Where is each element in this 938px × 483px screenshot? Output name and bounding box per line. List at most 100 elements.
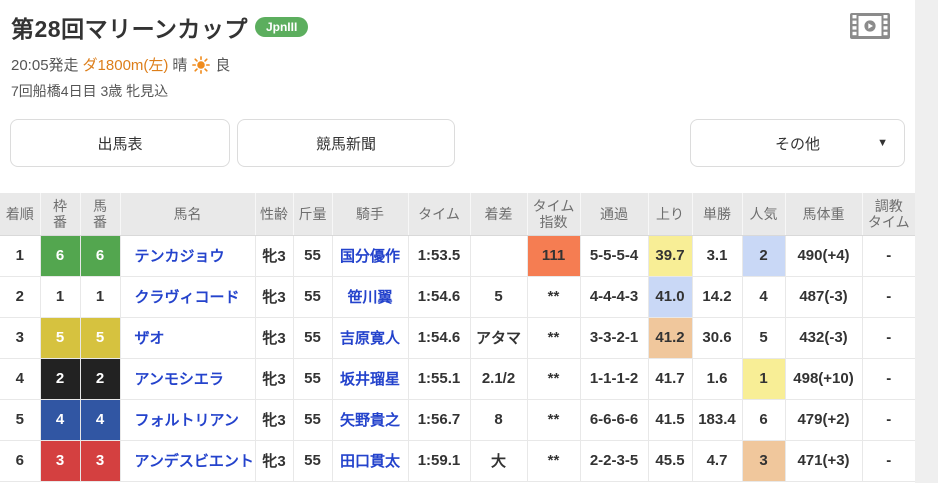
table-row: 1 6 6 テンカジョウ 牝3 55 国分優作 1:53.5 111 5-5-5-4 39.7 3.1… bbox=[0, 235, 915, 277]
jockey-link[interactable]: 笹川翼 bbox=[347, 289, 393, 306]
margin-cell: 5 bbox=[470, 276, 528, 318]
table-row: 5 4 4 フォルトリアン 牝3 55 矢野貴之 1:56.7 8 ** 6-6-6-6 41.5 18… bbox=[0, 399, 915, 441]
training-time-cell: - bbox=[862, 317, 915, 359]
frame-number-cell: 6 bbox=[40, 235, 81, 277]
horse-weight-cell: 479(+2) bbox=[785, 399, 863, 441]
sex-age-cell: 牝3 bbox=[255, 358, 294, 400]
rank-cell: 5 bbox=[0, 399, 41, 441]
race-result-table: 着順枠 番馬 番馬名 性齢 斤量 騎手 タイム 着差 タイム 指数 通過 上り 単勝 人気 馬体重 調教… bbox=[0, 193, 915, 482]
horse-name-link[interactable]: クラヴィコード bbox=[134, 289, 240, 306]
rank-cell: 1 bbox=[0, 235, 41, 277]
favorite-rank-cell: 6 bbox=[742, 399, 786, 441]
carried-weight-cell: 55 bbox=[293, 317, 333, 359]
last-3f-cell: 41.0 bbox=[648, 276, 693, 318]
favorite-rank-cell: 2 bbox=[742, 235, 786, 277]
time-cell: 1:56.7 bbox=[408, 399, 471, 441]
jockey-link[interactable]: 矢野貴之 bbox=[339, 412, 400, 429]
horse-name-link[interactable]: アンモシエラ bbox=[134, 371, 224, 388]
time-cell: 1:54.6 bbox=[408, 317, 471, 359]
horse-weight-cell: 471(+3) bbox=[785, 440, 863, 482]
frame-number-cell: 2 bbox=[40, 358, 81, 400]
carried-weight-cell: 55 bbox=[293, 358, 333, 400]
time-cell: 1:54.6 bbox=[408, 276, 471, 318]
last-3f-cell: 41.7 bbox=[648, 358, 693, 400]
jockey-link[interactable]: 坂井瑠星 bbox=[339, 371, 400, 388]
column-header-3: 馬名 bbox=[120, 193, 256, 236]
grade-badge: JpnIII bbox=[254, 17, 309, 37]
last-3f-cell: 41.2 bbox=[648, 317, 693, 359]
last-3f-cell: 39.7 bbox=[648, 235, 693, 277]
win-odds-cell: 4.7 bbox=[692, 440, 743, 482]
time-index-cell: ** bbox=[527, 399, 581, 441]
time-cell: 1:55.1 bbox=[408, 358, 471, 400]
favorite-rank-cell: 3 bbox=[742, 440, 786, 482]
column-header-6: 騎手 bbox=[332, 193, 409, 236]
other-dropdown[interactable]: その他 ▼ bbox=[690, 119, 905, 167]
horse-name-cell: クラヴィコード bbox=[120, 276, 256, 318]
rank-cell: 6 bbox=[0, 440, 41, 482]
column-header-12: 単勝 bbox=[692, 193, 743, 236]
page-title: 第28回マリーンカップ bbox=[11, 16, 248, 42]
table-row: 6 3 3 アンデスビエント 牝3 55 田口貫太 1:59.1 大 ** 2-2-3-5 45.5 4… bbox=[0, 440, 915, 482]
horse-name-link[interactable]: フォルトリアン bbox=[134, 412, 239, 429]
start-time-label: 20:05発走 bbox=[11, 57, 79, 74]
carried-weight-cell: 55 bbox=[293, 235, 333, 277]
meeting-info: 7回船橋4日目 3歳 牝見込 bbox=[11, 83, 169, 99]
table-header-row: 着順枠 番馬 番馬名 性齢 斤量 騎手 タイム 着差 タイム 指数 通過 上り 単勝 人気 馬体重 調教… bbox=[0, 193, 915, 236]
time-index-cell: 111 bbox=[527, 235, 581, 277]
margin-cell: 2.1/2 bbox=[470, 358, 528, 400]
favorite-rank-cell: 4 bbox=[742, 276, 786, 318]
jockey-link[interactable]: 国分優作 bbox=[339, 248, 400, 265]
horse-weight-cell: 432(-3) bbox=[785, 317, 863, 359]
sex-age-cell: 牝3 bbox=[255, 317, 294, 359]
last-3f-cell: 45.5 bbox=[648, 440, 693, 482]
time-cell: 1:53.5 bbox=[408, 235, 471, 277]
horse-name-link[interactable]: アンデスビエント bbox=[134, 453, 254, 470]
margin-cell: 8 bbox=[470, 399, 528, 441]
passing-order-cell: 3-3-2-1 bbox=[580, 317, 649, 359]
passing-order-cell: 2-2-3-5 bbox=[580, 440, 649, 482]
margin-cell: 大 bbox=[470, 440, 528, 482]
horse-name-cell: アンモシエラ bbox=[120, 358, 256, 400]
horse-number-cell: 3 bbox=[80, 440, 121, 482]
jockey-link[interactable]: 吉原寛人 bbox=[339, 330, 400, 347]
column-header-7: タイム bbox=[408, 193, 471, 236]
chevron-down-icon: ▼ bbox=[877, 137, 888, 149]
course-label: ダ1800m(左) bbox=[82, 57, 169, 74]
win-odds-cell: 30.6 bbox=[692, 317, 743, 359]
frame-number-cell: 3 bbox=[40, 440, 81, 482]
time-index-cell: ** bbox=[527, 317, 581, 359]
jockey-link[interactable]: 田口貫太 bbox=[339, 453, 400, 470]
horse-number-cell: 1 bbox=[80, 276, 121, 318]
horse-name-cell: ザオ bbox=[120, 317, 256, 359]
training-time-cell: - bbox=[862, 276, 915, 318]
newspaper-button[interactable]: 競馬新聞 bbox=[237, 119, 455, 167]
column-header-2: 馬 番 bbox=[80, 193, 121, 236]
horse-weight-cell: 498(+10) bbox=[785, 358, 863, 400]
passing-order-cell: 1-1-1-2 bbox=[580, 358, 649, 400]
table-row: 4 2 2 アンモシエラ 牝3 55 坂井瑠星 1:55.1 2.1/2 ** 1-1-1-2 41.… bbox=[0, 358, 915, 400]
sex-age-cell: 牝3 bbox=[255, 235, 294, 277]
horse-name-link[interactable]: テンカジョウ bbox=[134, 248, 225, 265]
race-video-icon[interactable] bbox=[849, 11, 891, 41]
carried-weight-cell: 55 bbox=[293, 440, 333, 482]
frame-number-cell: 5 bbox=[40, 317, 81, 359]
other-dropdown-label: その他 bbox=[774, 135, 820, 153]
column-header-8: 着差 bbox=[470, 193, 528, 236]
passing-order-cell: 5-5-5-4 bbox=[580, 235, 649, 277]
horse-number-cell: 6 bbox=[80, 235, 121, 277]
training-time-cell: - bbox=[862, 399, 915, 441]
horse-number-cell: 4 bbox=[80, 399, 121, 441]
time-index-cell: ** bbox=[527, 276, 581, 318]
horse-name-link[interactable]: ザオ bbox=[134, 330, 165, 347]
column-header-11: 上り bbox=[648, 193, 693, 236]
jockey-cell: 坂井瑠星 bbox=[332, 358, 409, 400]
sex-age-cell: 牝3 bbox=[255, 276, 294, 318]
race-card-button[interactable]: 出馬表 bbox=[10, 119, 230, 167]
jockey-cell: 笹川翼 bbox=[332, 276, 409, 318]
passing-order-cell: 4-4-4-3 bbox=[580, 276, 649, 318]
page-background-strip bbox=[915, 0, 938, 483]
table-row: 2 1 1 クラヴィコード 牝3 55 笹川翼 1:54.6 5 ** 4-4-4-3 41.0 14.… bbox=[0, 276, 915, 318]
rank-cell: 3 bbox=[0, 317, 41, 359]
passing-order-cell: 6-6-6-6 bbox=[580, 399, 649, 441]
